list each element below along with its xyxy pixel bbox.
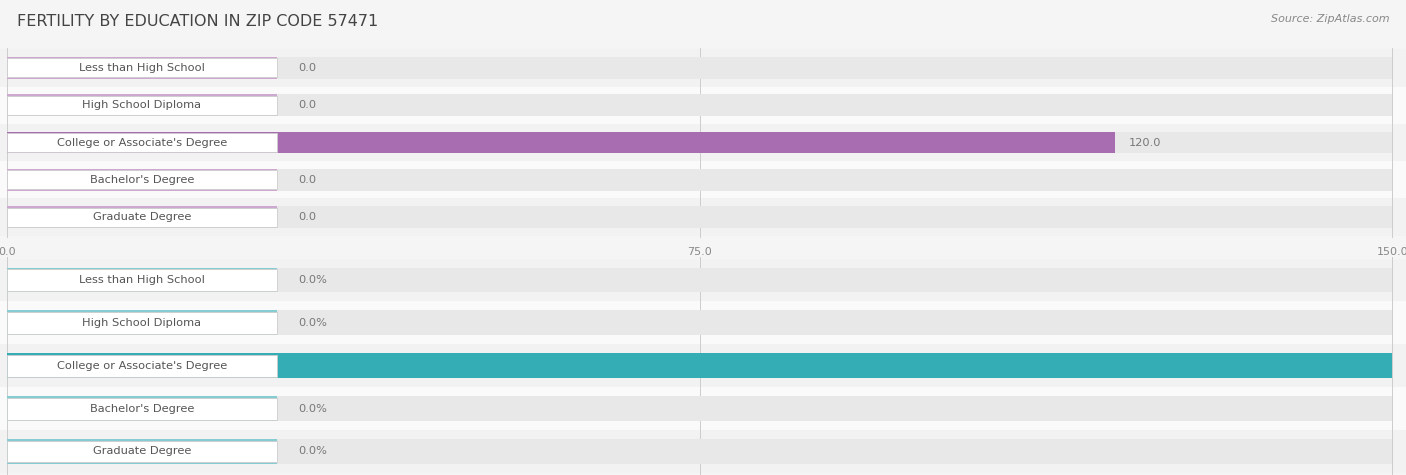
Bar	[7, 57, 1392, 79]
Text: Graduate Degree: Graduate Degree	[93, 212, 191, 222]
Bar	[7, 439, 1392, 464]
Bar	[7, 311, 277, 335]
Bar	[7, 96, 277, 115]
Text: Source: ZipAtlas.com: Source: ZipAtlas.com	[1271, 14, 1389, 24]
Text: College or Associate's Degree: College or Associate's Degree	[56, 361, 228, 371]
Bar	[0, 302, 1406, 344]
Bar	[7, 169, 277, 190]
Bar	[0, 124, 1406, 161]
Bar	[7, 311, 1392, 335]
Text: Bachelor's Degree: Bachelor's Degree	[90, 175, 194, 185]
Bar	[7, 398, 277, 419]
Bar	[7, 132, 1392, 153]
Text: 0.0%: 0.0%	[298, 404, 326, 414]
Bar	[7, 267, 277, 293]
Bar	[7, 169, 1392, 190]
Bar	[7, 206, 277, 228]
Text: College or Associate's Degree: College or Associate's Degree	[56, 137, 228, 148]
Text: 0.0%: 0.0%	[298, 275, 326, 285]
Bar	[0, 344, 1406, 387]
Bar	[7, 57, 277, 79]
Text: Bachelor's Degree: Bachelor's Degree	[90, 404, 194, 414]
Bar	[7, 440, 277, 462]
Bar	[7, 355, 277, 377]
Bar	[7, 95, 277, 116]
Bar	[7, 269, 277, 291]
Text: High School Diploma: High School Diploma	[83, 100, 201, 110]
Bar	[7, 353, 1392, 378]
Bar	[7, 58, 277, 77]
Bar	[7, 396, 277, 421]
Text: FERTILITY BY EDUCATION IN ZIP CODE 57471: FERTILITY BY EDUCATION IN ZIP CODE 57471	[17, 14, 378, 29]
Bar	[7, 267, 1392, 293]
Bar	[7, 133, 277, 152]
Text: Less than High School: Less than High School	[79, 275, 205, 285]
Bar	[7, 208, 277, 227]
Bar	[7, 206, 1392, 228]
Text: Graduate Degree: Graduate Degree	[93, 446, 191, 456]
Text: 0.0: 0.0	[298, 175, 316, 185]
Bar	[7, 353, 1392, 378]
Bar	[0, 49, 1406, 86]
Bar	[0, 86, 1406, 124]
Text: 0.0: 0.0	[298, 100, 316, 110]
Bar	[0, 199, 1406, 236]
Bar	[7, 396, 1392, 421]
Text: 0.0: 0.0	[298, 212, 316, 222]
Bar	[0, 387, 1406, 430]
Bar	[0, 161, 1406, 199]
Text: 120.0: 120.0	[1129, 137, 1161, 148]
Bar	[7, 132, 1115, 153]
Text: 0.0%: 0.0%	[298, 446, 326, 456]
Text: High School Diploma: High School Diploma	[83, 318, 201, 328]
Bar	[0, 430, 1406, 473]
Text: 0.0%: 0.0%	[298, 318, 326, 328]
Bar	[7, 439, 277, 464]
Bar	[7, 312, 277, 334]
Bar	[7, 95, 1392, 116]
Bar	[0, 259, 1406, 302]
Bar	[7, 170, 277, 189]
Text: 0.0: 0.0	[298, 63, 316, 73]
Text: Less than High School: Less than High School	[79, 63, 205, 73]
